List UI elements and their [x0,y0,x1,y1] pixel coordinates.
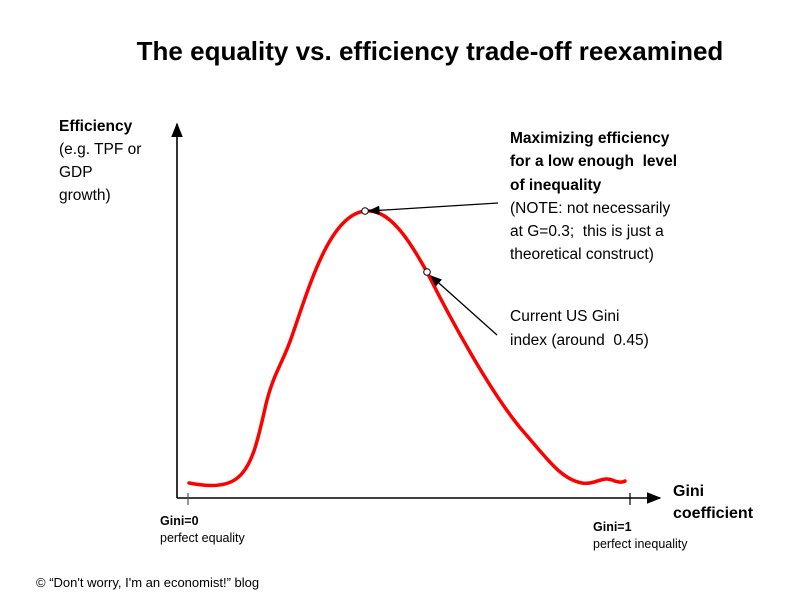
annotation-arrow-us-gini [430,275,498,336]
peak-marker [361,207,369,215]
annotation-peak-note-line: theoretical construct) [510,246,654,264]
us-gini-marker [423,268,431,276]
efficiency-curve [187,209,627,488]
x-axis-label: Gini coefficient [673,481,753,525]
x-tick-label-gini-0: Gini=0 perfect equality [160,513,245,547]
annotation-peak: Maximizing efficiency for a low enough l… [510,127,677,267]
annotation-us-gini-line: index (around 0.45) [510,331,649,349]
annotation-peak-note-line: at G=0.3; this is just a [510,223,664,241]
x-tick-label-title: Gini=0 [160,514,199,528]
y-axis-label-line: growth) [59,187,111,204]
annotation-peak-bold-line: for a low enough level [510,153,678,171]
x-axis-label-line: Gini [673,483,705,500]
annotation-arrow-peak [367,202,499,216]
y-axis-label-line: GDP [59,164,93,181]
annotation-peak-bold-line: of inequality [510,176,602,194]
annotation-us-gini: Current US Gini index (around 0.45) [510,305,649,352]
x-tick-label-gini-1: Gini=1 perfect inequality [593,519,688,553]
x-tick-label-desc: perfect equality [160,531,245,545]
y-axis-label-line: (e.g. TPF or [59,141,142,158]
chart-title: The equality vs. efficiency trade-off re… [136,36,724,66]
x-tick-label-desc: perfect inequality [593,537,688,551]
annotation-peak-note-line: (NOTE: not necessarily [510,199,671,217]
annotation-us-gini-line: Current US Gini [510,308,620,325]
copyright-footer: © “Don't worry, I'm an economist!” blog [36,575,260,590]
x-axis-label-line: coefficient [673,505,754,522]
y-axis-label-title: Efficiency [59,118,133,135]
x-tick-label-title: Gini=1 [593,520,632,534]
y-axis-label: Efficiency (e.g. TPF or GDP growth) [59,115,141,207]
annotation-peak-bold-line: Maximizing efficiency [510,130,670,147]
